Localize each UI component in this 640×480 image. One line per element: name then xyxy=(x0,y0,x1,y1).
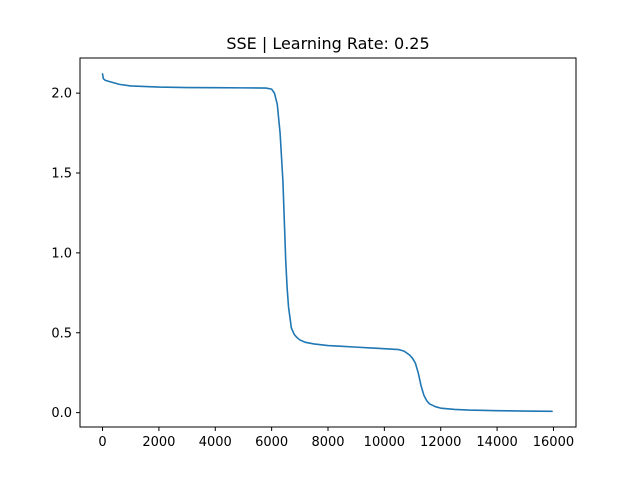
x-tick-label: 10000 xyxy=(364,435,405,450)
ticks-layer: 0 2000 4000 6000 8000 10000 12000 14000 16000 0.0… xyxy=(51,87,574,450)
y-tick-label: 2.0 xyxy=(51,87,72,102)
y-tick-label: 0.0 xyxy=(51,406,72,421)
x-tick-label: 0 xyxy=(98,435,106,450)
y-tick-label: 1.5 xyxy=(51,167,72,182)
series-line xyxy=(101,73,553,413)
x-tick-label: 2000 xyxy=(142,435,175,450)
x-tick-label: 14000 xyxy=(476,435,517,450)
plot-area-frame xyxy=(79,57,577,428)
y-tick-label: 0.5 xyxy=(51,326,72,341)
x-tick-label: 6000 xyxy=(255,435,288,450)
x-tick-label: 4000 xyxy=(199,435,232,450)
x-tick-label: 8000 xyxy=(311,435,344,450)
x-tick-label: 16000 xyxy=(533,435,574,450)
y-tick-label: 1.0 xyxy=(51,246,72,261)
x-tick-label: 12000 xyxy=(420,435,461,450)
chart-title: SSE | Learning Rate: 0.25 xyxy=(226,34,429,53)
series-layer xyxy=(101,73,553,413)
